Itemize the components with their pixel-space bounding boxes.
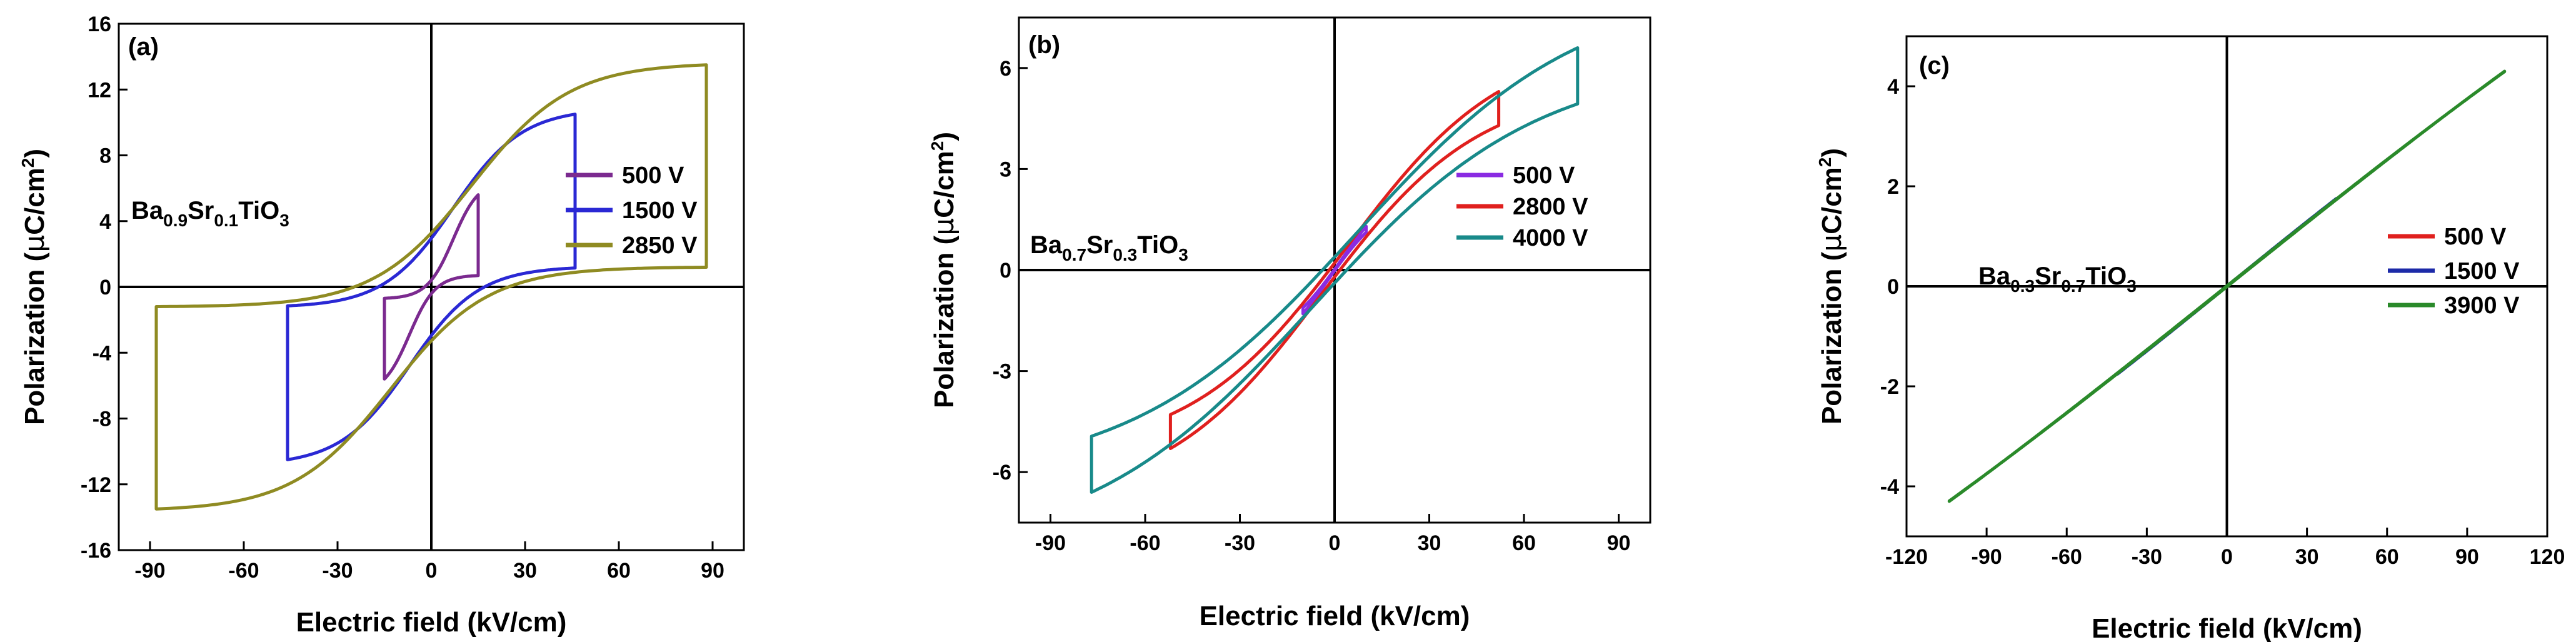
panel-a-loop-500v <box>383 193 480 381</box>
panel-c-legend-label: 500 V <box>2444 224 2507 250</box>
panel-b-loop-4000v <box>1090 46 1580 494</box>
panel-a-x-tick-label: 90 <box>701 559 724 583</box>
panel-a-y-tick-label: -4 <box>93 341 111 365</box>
panel-a-label: (a) <box>128 33 159 61</box>
panel-c-y-tick-label: 4 <box>1887 75 1899 99</box>
panel-a: -90 -60 -30 0 30 60 90 -16 -12 -8 -4 0 4 8 12 16 500 V 1… <box>18 13 745 638</box>
panel-a-x-tick-label: -30 <box>322 559 353 583</box>
panel-b-legend-label: 2800 V <box>1513 194 1588 220</box>
panel-a-y-tick-label: -16 <box>81 539 111 563</box>
panel-c-ticks: -120 -90 -60 -30 0 30 60 90 120 -4 -2 0 2 4 <box>1880 75 2565 569</box>
panel-c-y-tick-label: -2 <box>1880 375 1899 399</box>
panel-c-x-tick-label: 60 <box>2375 545 2399 569</box>
panel-a-legend-label: 1500 V <box>622 198 698 224</box>
panel-a-x-tick-label: 0 <box>426 559 438 583</box>
panel-c-x-tick-label: 0 <box>2221 545 2233 569</box>
panel-b-x-tick-label: -30 <box>1225 531 1255 555</box>
panel-b-x-tick-label: 60 <box>1512 531 1536 555</box>
panel-a-x-tick-label: 30 <box>513 559 537 583</box>
panel-b-legend: 500 V 2800 V 4000 V <box>1456 163 1588 251</box>
panel-a-legend: 500 V 1500 V 2850 V <box>566 163 698 259</box>
panel-a-y-tick-label: 4 <box>99 210 111 234</box>
panel-c-y-tick-label: 2 <box>1887 175 1899 199</box>
panel-b-compound-label: Ba0.7Sr0.3TiO3 <box>1030 231 1188 264</box>
panel-c-x-tick-label: -120 <box>1885 545 1928 569</box>
panel-b-x-tick-label: -60 <box>1130 531 1160 555</box>
panel-c-x-tick-label: 30 <box>2295 545 2319 569</box>
panel-a-y-tick-label: 16 <box>88 13 111 36</box>
panel-a-curves <box>154 63 708 511</box>
panel-a-compound-label: Ba0.9Sr0.1TiO3 <box>131 197 289 230</box>
panel-c-curves <box>1947 69 2507 503</box>
panel-c-x-tick-label: 90 <box>2455 545 2479 569</box>
panel-a-y-tick-label: 8 <box>99 144 111 168</box>
panel-b-curves <box>1090 46 1580 494</box>
panel-b-legend-label: 4000 V <box>1513 225 1588 251</box>
panel-a-y-axis-title: Polarization (µC/cm2) <box>18 149 51 425</box>
panel-b-x-tick-label: -90 <box>1035 531 1066 555</box>
panel-a-x-axis-title: Electric field (kV/cm) <box>296 607 567 638</box>
panel-a-legend-label: 2850 V <box>622 233 698 259</box>
panel-c-legend-label: 3900 V <box>2444 293 2520 319</box>
panel-b-y-tick-label: 6 <box>1000 57 1011 81</box>
panel-b-loop-500v <box>1301 224 1368 316</box>
panel-c-x-axis-title: Electric field (kV/cm) <box>2092 613 2362 642</box>
panel-c-legend-label: 1500 V <box>2444 258 2520 284</box>
panel-c-label: (c) <box>1919 52 1950 79</box>
panel-b-y-tick-label: 3 <box>1000 158 1011 181</box>
panel-c-x-tick-label: 120 <box>2530 545 2565 569</box>
panel-a-y-tick-label: -12 <box>81 473 111 497</box>
panel-a-x-tick-label: -60 <box>228 559 259 583</box>
panel-c-x-tick-label: -60 <box>2052 545 2082 569</box>
panel-a-ticks: -90 -60 -30 0 30 60 90 -16 -12 -8 -4 0 4 8 12 16 <box>81 13 724 583</box>
panel-a-loop-2850v <box>154 63 708 511</box>
panel-b-y-axis-title: Polarization (µC/cm2) <box>928 132 960 408</box>
panel-a-legend-label: 500 V <box>622 163 684 189</box>
panel-b-x-tick-label: 0 <box>1329 531 1341 555</box>
panel-c-y-tick-label: -4 <box>1880 475 1899 499</box>
panel-c-compound-label: Ba0.3Sr0.7TiO3 <box>1978 263 2137 296</box>
panel-b-y-tick-label: -3 <box>993 360 1011 384</box>
panel-c-y-axis-title: Polarization (µC/cm2) <box>1815 148 1848 424</box>
panel-a-y-tick-label: 0 <box>99 276 111 299</box>
panel-a-x-tick-label: 60 <box>607 559 631 583</box>
panel-a-x-tick-label: -90 <box>134 559 165 583</box>
panel-c-y-tick-label: 0 <box>1887 275 1899 299</box>
panel-b-y-tick-label: -6 <box>993 461 1011 484</box>
panel-c: -120 -90 -60 -30 0 30 60 90 120 -4 -2 0 2 4 500 V 1500… <box>1815 35 2565 642</box>
panel-a-y-tick-label: 12 <box>88 78 111 102</box>
panel-c-x-tick-label: -30 <box>2132 545 2162 569</box>
panel-b-legend-label: 500 V <box>1513 163 1575 189</box>
panel-b-x-tick-label: 90 <box>1607 531 1631 555</box>
panel-a-y-tick-label: -8 <box>93 408 111 431</box>
panel-c-legend: 500 V 1500 V 3900 V <box>2388 224 2520 319</box>
panel-c-loop-3900v <box>1947 69 2507 503</box>
panel-b-y-tick-label: 0 <box>1000 259 1011 283</box>
panel-b-loop-2800v <box>1168 90 1501 450</box>
panel-b-x-tick-label: 30 <box>1418 531 1441 555</box>
panel-a-loop-1500v <box>286 113 577 461</box>
panel-c-x-tick-label: -90 <box>1972 545 2002 569</box>
panel-b-x-axis-title: Electric field (kV/cm) <box>1200 601 1470 631</box>
panel-b-label: (b) <box>1028 31 1060 59</box>
